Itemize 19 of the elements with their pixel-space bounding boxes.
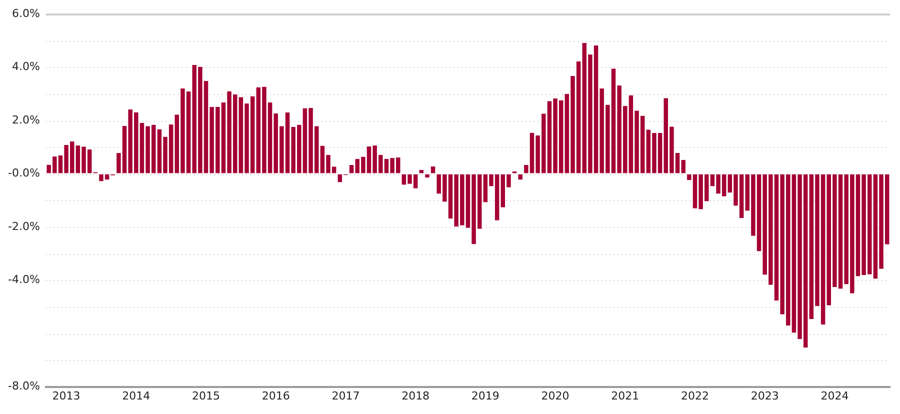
x-tick-label: 2016 [262,389,290,402]
y-tick-label: 2.0% [12,113,40,126]
x-tick-label: 2021 [611,389,640,402]
y-tick-label: 6.0% [12,6,40,20]
x-tick-label: 2022 [680,389,709,402]
y-tick-label: -8.0% [8,380,40,393]
y-tick-label: -2.0% [8,220,40,233]
y-tick-label: -4.0% [8,273,40,286]
x-tick-label: 2019 [471,389,500,402]
y-tick-label: -0.0% [8,166,40,180]
x-tick-label: 2015 [192,389,220,402]
x-tick-label: 2018 [402,389,430,402]
x-tick-label: 2024 [820,389,849,402]
y-tick-label: 4.0% [12,60,40,74]
x-tick-label: 2017 [332,389,360,402]
x-tick-label: 2014 [122,389,150,402]
x-tick-label: 2013 [52,389,80,402]
x-tick-label: 2023 [750,389,779,402]
x-tick-label: 2020 [541,389,570,402]
